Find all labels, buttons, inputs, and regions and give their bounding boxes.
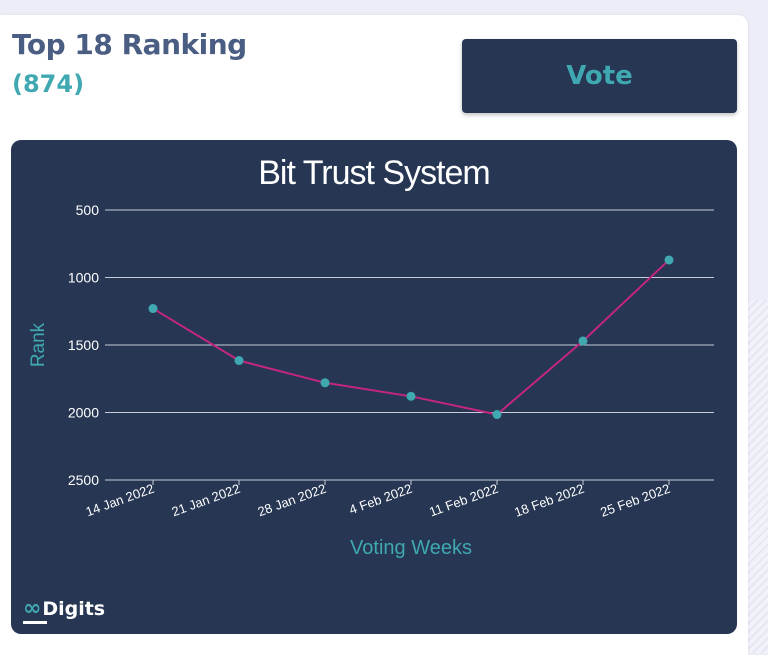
chart-panel: Bit Trust System 500 1000 1500 2000 2500 Rank 1…: [11, 140, 737, 634]
logo-text: Digits: [42, 597, 106, 620]
vote-button[interactable]: Vote: [462, 39, 737, 113]
ranking-title: Top 18 Ranking: [12, 28, 247, 61]
chart-title: Bit Trust System: [258, 154, 490, 192]
ranking-count: (874): [12, 70, 85, 98]
x-tick-label: 21 Jan 2022: [170, 481, 242, 520]
x-tick-label: 28 Jan 2022: [256, 481, 328, 520]
data-point: [234, 356, 244, 366]
y-tick-label: 2000: [68, 405, 99, 421]
x-tick-label: 11 Feb 2022: [427, 481, 500, 520]
x-tick-label: 25 Feb 2022: [598, 481, 672, 520]
data-point: [578, 336, 588, 346]
background-pattern: [748, 300, 768, 653]
data-point: [664, 255, 674, 265]
y-tick-label: 2500: [68, 472, 99, 488]
logo-underline: [23, 621, 47, 624]
y-tick-label: 1500: [68, 337, 99, 353]
line-chart: Bit Trust System 500 1000 1500 2000 2500 Rank 1…: [28, 154, 714, 559]
y-tick-label: 500: [76, 202, 100, 218]
y-axis-label: Rank: [28, 322, 49, 367]
x-tick-label: 4 Feb 2022: [347, 481, 414, 518]
series-line: [152, 259, 670, 416]
data-point: [148, 304, 158, 314]
data-point: [320, 378, 330, 388]
x-axis-label: Voting Weeks: [350, 537, 472, 559]
data-point: [492, 410, 502, 420]
y-tick-label: 1000: [68, 270, 99, 286]
data-point: [406, 391, 416, 401]
digits-logo: ∞ Digits: [23, 596, 106, 624]
infinity-icon: ∞: [23, 596, 42, 621]
x-tick-label: 18 Feb 2022: [512, 481, 586, 520]
